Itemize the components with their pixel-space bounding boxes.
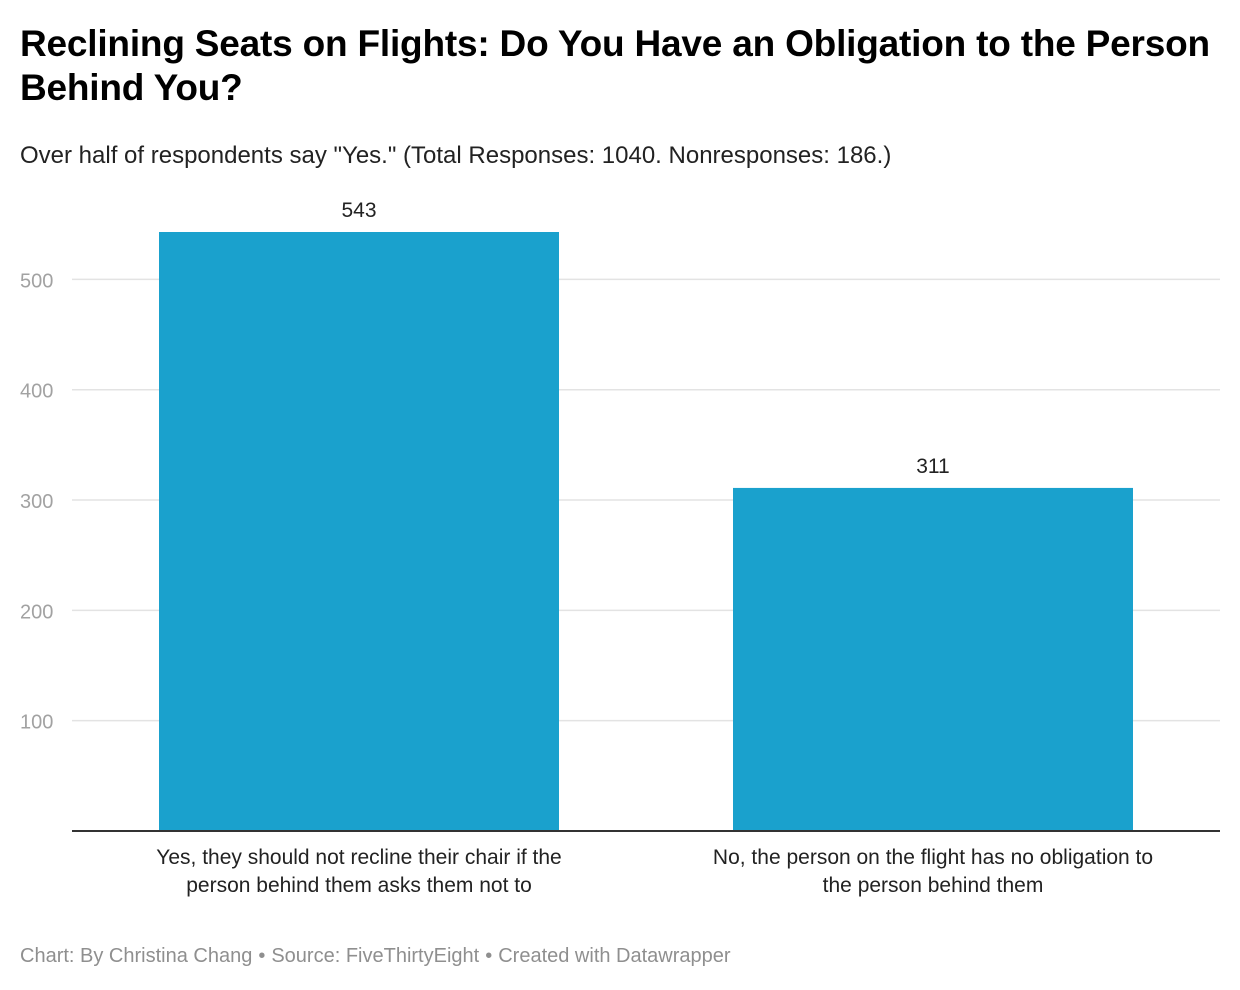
bars: [159, 232, 1133, 831]
bar: [159, 232, 559, 831]
chart-title: Reclining Seats on Flights: Do You Have …: [20, 23, 1210, 108]
x-category-label: person behind them asks them not to: [186, 874, 532, 897]
y-tick-label: 500: [20, 270, 53, 292]
chart-footer: Chart: By Christina Chang • Source: FiveTh…: [20, 943, 731, 969]
y-tick-label: 300: [20, 491, 53, 513]
bar-value-label: 311: [916, 455, 949, 478]
x-category-label: the person behind them: [823, 874, 1044, 897]
y-tick-label: 100: [20, 712, 53, 734]
value-labels: 543 311: [341, 199, 949, 478]
footer-separator: •: [258, 945, 266, 967]
y-tick-label: 400: [20, 381, 53, 403]
x-axis-category-labels: Yes, they should not recline their chair…: [156, 846, 1153, 897]
bar-value-label: 543: [341, 199, 376, 222]
y-tick-label: 200: [20, 601, 53, 623]
y-axis-tick-labels: 100 200 300 400 500: [20, 270, 53, 733]
footer-source: Source: FiveThirtyEight: [271, 945, 480, 967]
footer-credit: Chart: By Christina Chang: [20, 945, 253, 967]
x-category-label: No, the person on the flight has no obli…: [713, 846, 1153, 869]
footer-tool: Created with Datawrapper: [498, 945, 731, 967]
chart-subtitle: Over half of respondents say "Yes." (Tot…: [20, 142, 892, 169]
bar: [733, 487, 1133, 831]
x-category-label: Yes, they should not recline their chair…: [156, 846, 561, 869]
footer-separator: •: [485, 945, 493, 967]
